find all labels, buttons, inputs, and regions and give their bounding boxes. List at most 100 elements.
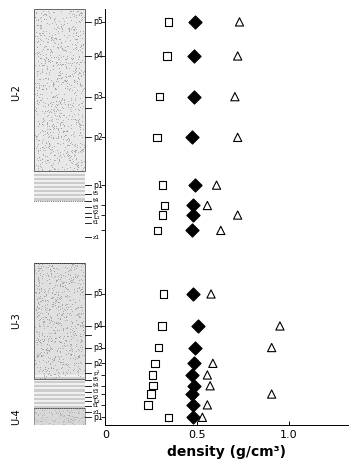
- Point: [69, 82, 74, 89]
- Point: [66, 296, 72, 304]
- Point: [81, 52, 86, 60]
- Point: [32, 33, 38, 40]
- Point: [210, 360, 216, 367]
- Point: [50, 135, 56, 142]
- Bar: [34, 385, 85, 388]
- Point: [71, 152, 77, 160]
- Point: [42, 108, 48, 115]
- Point: [37, 156, 43, 164]
- Point: [47, 409, 52, 416]
- Point: [76, 10, 82, 18]
- Point: [43, 69, 49, 76]
- Text: t2: t2: [93, 211, 100, 215]
- Point: [39, 85, 45, 93]
- Point: [56, 413, 61, 421]
- Point: [79, 277, 85, 284]
- Point: [50, 61, 56, 68]
- Point: [72, 65, 77, 73]
- Point: [36, 75, 42, 83]
- Point: [58, 67, 63, 75]
- Point: [57, 358, 62, 365]
- Point: [80, 16, 85, 23]
- Point: [45, 300, 50, 308]
- Point: [35, 146, 40, 153]
- Point: [53, 296, 59, 304]
- Point: [154, 134, 160, 141]
- Point: [204, 401, 210, 409]
- Point: [68, 305, 73, 312]
- Point: [75, 161, 81, 169]
- Point: [78, 18, 83, 26]
- Point: [42, 303, 48, 311]
- Point: [50, 106, 56, 113]
- Point: [51, 329, 57, 337]
- Point: [60, 150, 66, 158]
- Point: [54, 93, 60, 101]
- Point: [37, 40, 43, 47]
- Point: [34, 51, 40, 58]
- Point: [60, 104, 66, 112]
- Point: [72, 35, 78, 43]
- Point: [42, 322, 47, 329]
- Point: [62, 343, 67, 350]
- Point: [53, 111, 58, 119]
- Point: [38, 82, 44, 89]
- Text: U-3: U-3: [11, 312, 21, 329]
- Point: [53, 84, 58, 92]
- Point: [56, 71, 62, 78]
- Point: [55, 134, 61, 142]
- Point: [32, 408, 38, 416]
- Point: [63, 414, 69, 422]
- Point: [36, 274, 41, 282]
- Point: [36, 332, 42, 339]
- Point: [59, 312, 65, 319]
- Bar: [34, 398, 85, 400]
- Point: [60, 111, 66, 118]
- Point: [68, 346, 73, 354]
- Point: [51, 268, 57, 275]
- Point: [67, 296, 73, 304]
- Point: [79, 81, 84, 88]
- Point: [56, 43, 61, 51]
- Point: [54, 61, 60, 68]
- Point: [44, 45, 49, 53]
- Point: [55, 22, 60, 29]
- Bar: [34, 394, 85, 396]
- Point: [47, 14, 52, 22]
- Text: p3: p3: [93, 92, 103, 101]
- Point: [70, 25, 76, 33]
- Point: [55, 160, 61, 167]
- Point: [40, 143, 46, 151]
- Point: [77, 358, 83, 365]
- Point: [75, 352, 81, 360]
- Point: [81, 67, 86, 75]
- Point: [70, 366, 76, 374]
- Point: [61, 17, 66, 24]
- Point: [40, 62, 45, 69]
- Point: [51, 156, 57, 164]
- Point: [58, 118, 64, 126]
- Point: [54, 311, 59, 318]
- Point: [41, 374, 47, 381]
- Point: [67, 14, 72, 21]
- Bar: [34, 171, 85, 174]
- Point: [191, 360, 196, 367]
- Point: [65, 367, 71, 374]
- Point: [77, 147, 83, 154]
- Point: [40, 366, 46, 374]
- Point: [63, 313, 69, 320]
- Point: [59, 133, 64, 140]
- Text: p3: p3: [93, 343, 103, 352]
- Point: [60, 302, 65, 309]
- Point: [48, 337, 54, 345]
- Point: [73, 14, 79, 21]
- Point: [75, 354, 80, 362]
- Point: [68, 350, 74, 358]
- Point: [50, 417, 56, 424]
- Point: [33, 107, 38, 115]
- Point: [55, 165, 61, 172]
- Point: [79, 343, 84, 351]
- Point: [67, 24, 72, 32]
- Point: [39, 25, 44, 32]
- Point: [50, 62, 55, 69]
